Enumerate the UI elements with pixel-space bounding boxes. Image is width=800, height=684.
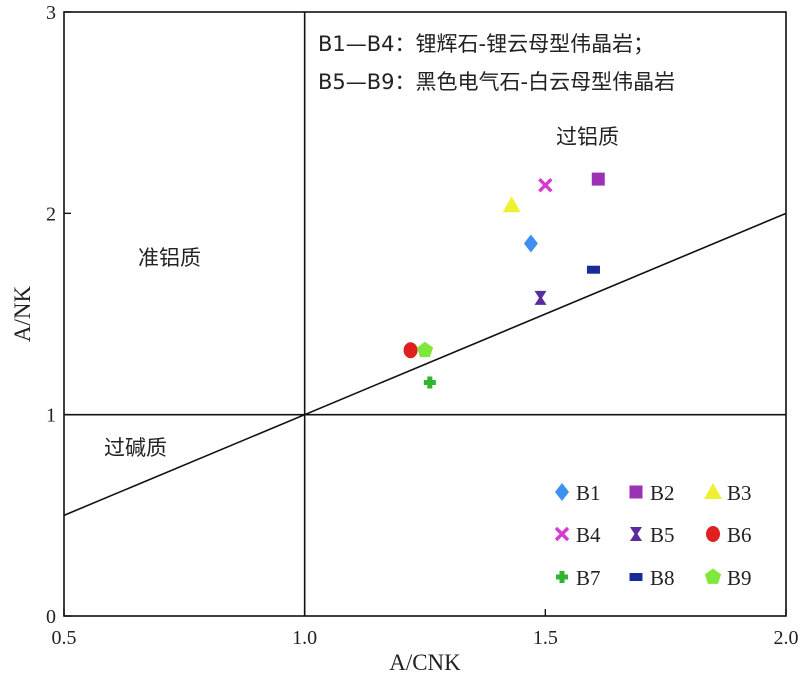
legend-label-b5: B5 [650,523,675,547]
data-point-b1 [524,235,538,253]
legend-label-b9: B9 [727,566,752,590]
data-point-b8 [587,266,600,274]
legend-label-b8: B8 [650,566,675,590]
axis-ticks [64,12,786,616]
y-tick-label: 1 [46,405,56,427]
data-point-b7 [424,376,436,388]
legend-label-b7: B7 [576,566,601,590]
data-point-b3 [503,196,521,212]
x-axis-title: A/CNK [389,650,461,675]
note-line-2: B5—B9：黑色电气石-白云母型伟晶岩 [318,70,675,94]
legend-marker-b9 [705,569,721,584]
y-axis-title: A/NK [10,286,35,343]
legend-marker-b8 [630,573,643,581]
region-label-metaluminous: 准铝质 [138,246,201,270]
x-tick-label: 1.5 [533,627,558,649]
data-point-b6 [404,342,418,358]
region-label-peralkaline: 过碱质 [104,436,167,460]
legend-marker-b4 [556,528,568,540]
legend-marker-b5 [630,527,642,541]
note-line-1: B1—B4：锂辉石-锂云母型伟晶岩； [318,32,654,56]
y-tick-label: 2 [46,203,56,225]
legend-label-b3: B3 [727,481,752,505]
legend-marker-b7 [556,571,568,583]
chart: 0.5 1.0 1.5 2.0 0 1 2 3 A/CNK A/NK B1—B4：锂辉石-锂云… [0,0,800,684]
plot-frame [64,12,786,616]
legend-marker-b2 [630,486,643,499]
axis-tick-labels: 0.5 1.0 1.5 2.0 0 1 2 3 [46,2,799,649]
x-tick-label: 1.0 [292,627,317,649]
legend-marker-b3 [704,483,722,499]
x-tick-label: 2.0 [774,627,799,649]
data-point-b4 [539,179,551,191]
y-tick-label: 3 [46,2,56,24]
legend-label-b6: B6 [727,523,752,547]
x-tick-label: 0.5 [52,627,77,649]
region-label-peraluminous: 过铝质 [556,125,619,149]
legend-label-b1: B1 [576,481,601,505]
legend-label-b4: B4 [576,523,601,547]
data-point-b5 [535,291,547,305]
legend-label-b2: B2 [650,481,675,505]
data-point-b9 [417,342,433,357]
y-tick-label: 0 [46,606,56,628]
legend-marker-b6 [706,526,720,542]
data-point-b2 [592,173,605,186]
legend: B1 B2 B3 B4 B5 B6 B7 B8 B9 [555,481,752,590]
legend-marker-b1 [555,483,569,501]
data-points [404,173,605,389]
